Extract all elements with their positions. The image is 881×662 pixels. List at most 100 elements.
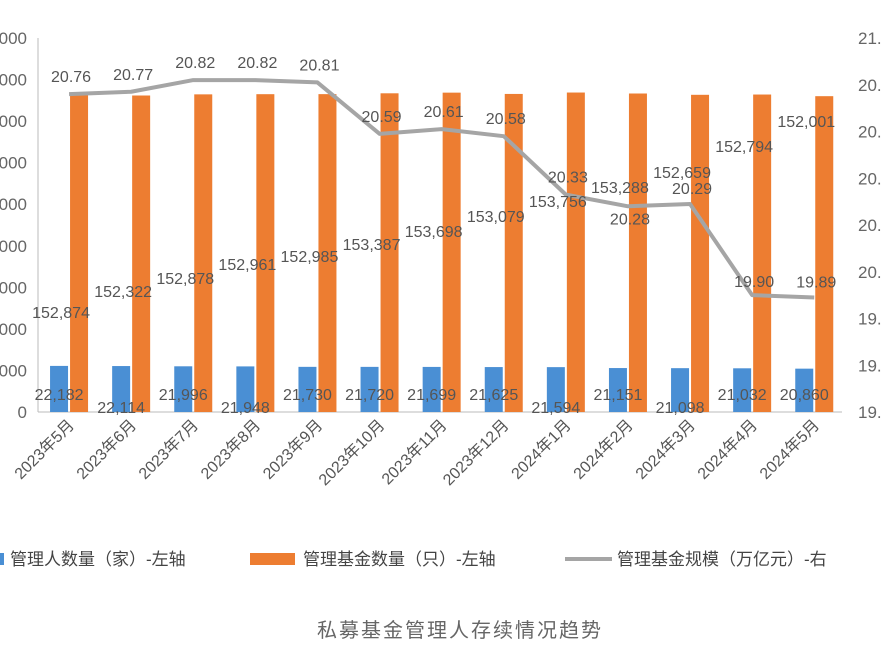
data-label-managers: 21,996	[159, 387, 208, 404]
data-label-scale: 20.61	[424, 104, 464, 121]
data-label-scale: 20.82	[175, 55, 215, 72]
bar-funds	[132, 95, 151, 413]
data-label-scale: 20.29	[672, 181, 712, 198]
data-label-scale: 20.33	[548, 170, 588, 187]
data-label-scale: 20.82	[237, 55, 277, 72]
left-tick-label: 40000	[0, 320, 27, 339]
bar-funds	[380, 93, 399, 412]
x-tick-label: 2024年4月	[694, 416, 761, 483]
right-tick-label: 19.8	[858, 310, 881, 329]
data-label-funds: 152,878	[156, 271, 214, 288]
data-label-scale: 20.81	[299, 57, 339, 74]
bar-funds	[70, 94, 89, 412]
right-tick-label: 21.0	[858, 29, 881, 48]
x-tick-label: 2023年6月	[73, 416, 140, 483]
data-label-managers: 20,860	[780, 387, 829, 404]
bar-funds	[442, 92, 461, 412]
legend-label-funds: 管理基金数量（只）-左轴	[303, 550, 496, 569]
x-tick-label: 2023年7月	[135, 416, 202, 483]
legend-label-scale: 管理基金规模（万亿元）-右	[617, 550, 827, 569]
left-tick-label: 100000	[0, 195, 27, 214]
bar-funds	[194, 94, 213, 412]
right-tick-label: 20.8	[858, 76, 881, 95]
right-tick-label: 20.2	[858, 216, 881, 235]
bar-managers	[608, 368, 627, 412]
left-tick-label: 80000	[0, 237, 27, 256]
data-label-scale: 19.89	[796, 274, 836, 291]
bar-funds	[815, 96, 834, 413]
data-label-funds: 153,756	[529, 194, 587, 211]
data-label-managers: 21,720	[345, 387, 394, 404]
bar-funds	[318, 94, 337, 412]
x-tick-label: 2023年9月	[259, 416, 326, 483]
bar-managers	[484, 367, 503, 412]
data-label-funds: 152,794	[715, 139, 773, 156]
data-label-managers: 21,699	[407, 387, 456, 404]
data-label-managers: 22,114	[97, 400, 145, 417]
bar-managers	[298, 366, 317, 412]
right-tick-label: 20.4	[858, 169, 881, 188]
left-tick-label: 140000	[0, 112, 27, 131]
x-tick-label: 2024年1月	[508, 416, 575, 483]
data-label-managers: 21,625	[469, 387, 518, 404]
x-tick-label: 2024年2月	[570, 416, 637, 483]
right-tick-label: 19.6	[858, 356, 881, 375]
bar-funds	[691, 94, 710, 412]
legend-label-managers: 管理人数量（家）-左轴	[10, 550, 186, 569]
left-tick-label: 20000	[0, 361, 27, 380]
data-label-managers: 21,151	[593, 387, 642, 404]
bar-funds	[504, 93, 523, 412]
data-label-funds: 152,322	[94, 284, 152, 301]
data-label-managers: 21,594	[531, 400, 580, 417]
legend-swatch-managers	[0, 553, 4, 565]
data-label-scale: 19.90	[734, 274, 774, 291]
left-tick-label: 60000	[0, 278, 27, 297]
bar-managers	[112, 366, 131, 412]
bar-managers	[546, 367, 565, 412]
bar-managers	[174, 366, 193, 412]
data-label-managers: 21,032	[718, 387, 767, 404]
data-label-managers: 22,182	[35, 387, 84, 404]
data-label-funds: 153,079	[467, 209, 525, 226]
bar-managers	[360, 366, 379, 412]
bar-managers	[422, 366, 441, 412]
chart-caption: 私募基金管理人存续情况趋势	[317, 619, 603, 642]
data-label-funds: 152,985	[281, 249, 339, 266]
data-label-funds: 152,874	[32, 305, 90, 322]
x-tick-label: 2023年10月	[315, 416, 388, 489]
data-label-funds: 153,288	[591, 180, 649, 197]
data-label-funds: 152,961	[218, 257, 276, 274]
bar-funds	[256, 94, 275, 412]
left-tick-label: 120000	[0, 154, 27, 173]
bar-managers	[671, 368, 690, 412]
data-label-funds: 152,001	[777, 114, 835, 131]
data-label-scale: 20.76	[51, 69, 91, 86]
data-label-scale: 20.28	[610, 211, 650, 228]
data-label-managers: 21,730	[283, 387, 332, 404]
x-tick-label: 2023年8月	[197, 416, 264, 483]
data-label-managers: 21,098	[656, 400, 705, 417]
data-label-funds: 153,387	[343, 237, 401, 254]
bar-funds	[566, 92, 585, 412]
right-tick-label: 20.0	[858, 263, 881, 282]
bar-managers	[795, 368, 814, 412]
right-tick-label: 19.4	[858, 403, 881, 422]
x-tick-label: 2023年12月	[439, 416, 512, 489]
data-label-funds: 152,659	[653, 165, 711, 182]
legend-swatch-funds	[250, 553, 295, 565]
data-label-scale: 20.77	[113, 67, 153, 84]
data-label-funds: 153,698	[405, 224, 463, 241]
left-tick-label: 180000	[0, 29, 27, 48]
right-tick-label: 20.6	[858, 123, 881, 142]
bar-funds	[753, 94, 772, 413]
x-tick-label: 2023年5月	[11, 416, 78, 483]
bar-managers	[733, 368, 752, 412]
data-label-managers: 21,948	[221, 400, 270, 417]
bar-funds	[628, 93, 647, 413]
x-tick-label: 2024年3月	[632, 416, 699, 483]
data-label-scale: 20.58	[486, 111, 526, 128]
left-tick-label: 160000	[0, 71, 27, 90]
bar-managers	[50, 365, 69, 412]
bar-managers	[236, 366, 255, 412]
